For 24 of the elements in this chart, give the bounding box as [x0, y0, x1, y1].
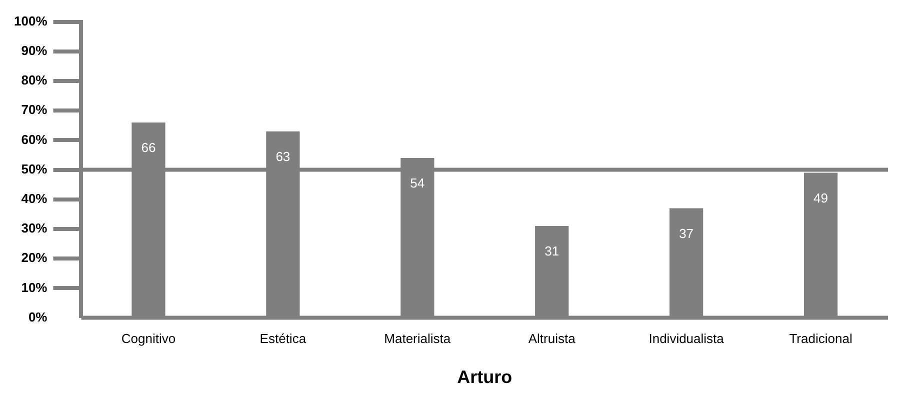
data-label: 66 [141, 140, 156, 156]
y-tick-label: 40% [21, 190, 48, 206]
y-tick-label: 90% [21, 42, 48, 58]
x-axis-title: Arturo [457, 367, 512, 388]
y-tick-label: 0% [28, 309, 48, 324]
x-tick-label: Altruista [528, 331, 576, 346]
x-tick-label: Estética [260, 331, 307, 346]
y-tick-label: 60% [21, 132, 48, 147]
y-tick-label: 100% [14, 13, 48, 28]
data-label: 54 [410, 176, 425, 191]
data-label: 37 [679, 226, 694, 241]
y-tick-label: 10% [21, 280, 48, 295]
x-tick-label: Individualista [648, 331, 725, 346]
y-tick-label: 50% [21, 161, 48, 176]
y-tick-label: 20% [21, 250, 48, 266]
data-label: 49 [814, 190, 828, 206]
y-tick-label: 30% [21, 220, 48, 236]
y-tick-label: 70% [21, 102, 48, 118]
data-label: 63 [276, 148, 290, 164]
y-tick-label: 80% [21, 72, 48, 88]
x-tick-label: Materialista [384, 331, 452, 346]
x-tick-label: Tradicional [789, 331, 852, 346]
data-label: 31 [544, 244, 560, 259]
x-tick-label: Cognitivo [121, 331, 176, 346]
